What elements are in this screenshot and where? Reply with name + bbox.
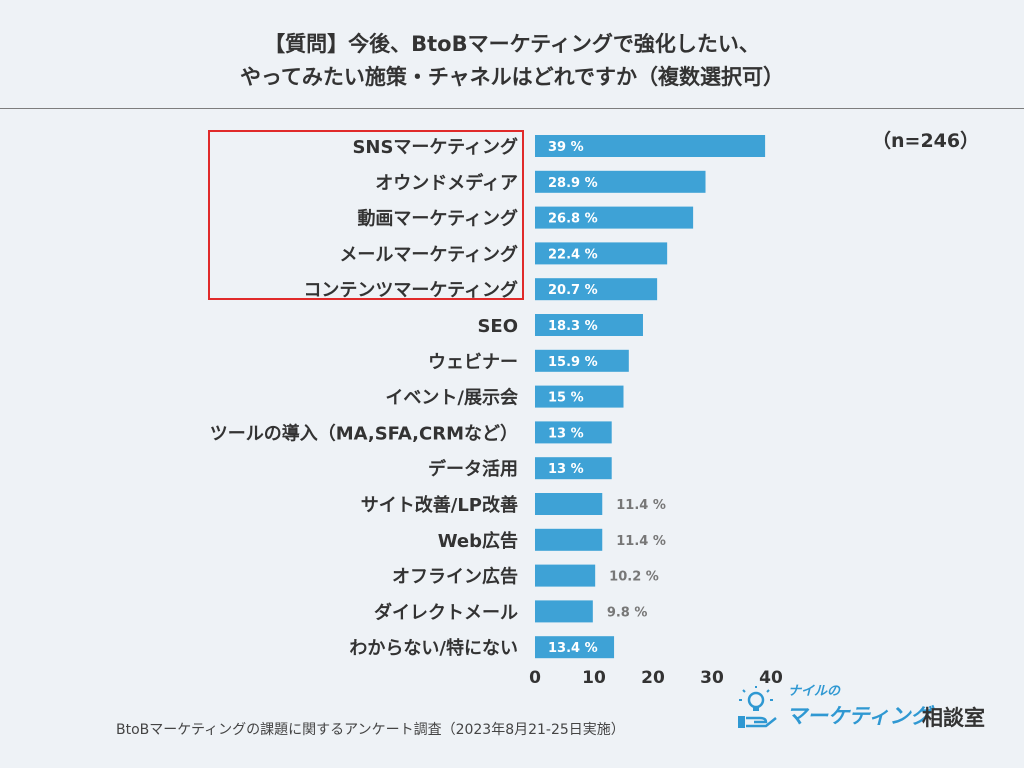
bar: [535, 385, 624, 408]
data-label: 11.4 %: [616, 534, 666, 549]
category-label: Web広告: [438, 530, 518, 552]
bar: [535, 636, 615, 659]
lightbulb-hand-icon: [738, 686, 777, 728]
title-line-2: やってみたい施策・チャネルはどれですか（複数選択可）: [239, 65, 785, 89]
category-label: SEO: [477, 316, 518, 337]
category-label: メールマーケティング: [339, 243, 518, 265]
data-label: 26.8 %: [548, 212, 598, 227]
bar: [535, 278, 658, 301]
category-label: 動画マーケティング: [357, 208, 518, 230]
data-label: 11.4 %: [616, 498, 666, 513]
title-line-1: 【質問】今後、BtoBマーケティングで強化したい、: [264, 32, 760, 56]
category-label: コンテンツマーケティング: [303, 279, 518, 301]
survey-source-note: BtoBマーケティングの課題に関するアンケート調査（2023年8月21-25日実…: [116, 722, 625, 738]
data-label: 13 %: [548, 426, 584, 441]
brand-logo: ナイルの マーケティング 相談室: [736, 680, 1006, 740]
sample-size-label: （n=246）: [872, 130, 980, 152]
category-label: イベント/展示会: [385, 387, 518, 409]
bar: [535, 457, 612, 480]
bar: [535, 528, 603, 551]
bar: [535, 170, 706, 193]
category-label: オウンドメディア: [375, 172, 518, 194]
chart-title: 【質問】今後、BtoBマーケティングで強化したい、 やってみたい施策・チャネルは…: [0, 28, 1024, 94]
data-label: 9.8 %: [607, 605, 648, 620]
data-label: 22.4 %: [548, 247, 598, 262]
category-label: わからない/特にない: [349, 637, 518, 659]
category-label: ダイレクトメール: [374, 601, 518, 623]
category-label: サイト改善/LP改善: [361, 494, 518, 516]
data-label: 28.9 %: [548, 176, 598, 191]
logo-main-text: マーケティング: [786, 704, 932, 728]
highlight-box: [208, 130, 524, 300]
data-label: 10.2 %: [609, 570, 659, 585]
data-label: 18.3 %: [548, 319, 598, 334]
bar: [535, 206, 694, 229]
bar: [535, 493, 603, 515]
x-tick-label: 30: [700, 668, 724, 688]
bar: [535, 349, 629, 372]
data-label: 20.7 %: [548, 283, 598, 298]
category-label: SNSマーケティング: [352, 136, 518, 158]
logo-small-text: ナイルの: [788, 684, 841, 699]
bar: [535, 242, 668, 265]
bar: [535, 135, 766, 157]
bar: [535, 314, 643, 336]
logo-sub-text: 相談室: [922, 706, 985, 730]
category-label: ウェビナー: [428, 352, 518, 373]
x-tick-label: 20: [641, 668, 665, 688]
title-divider: [0, 108, 1024, 109]
data-label: 15 %: [548, 391, 584, 406]
x-tick-label: 10: [582, 668, 606, 688]
category-label: ツールの導入（MA,SFA,CRMなど）: [210, 422, 518, 444]
category-label: オフライン広告: [392, 566, 518, 588]
bar: [535, 600, 593, 623]
data-label: 13.4 %: [548, 641, 598, 656]
data-label: 13 %: [548, 462, 584, 477]
bar: [535, 421, 612, 444]
x-tick-label: 40: [759, 668, 783, 688]
x-tick-label: 0: [529, 668, 541, 688]
bar-chart: SNSマーケティング 39 % オウンドメディア 28.9 % 動画マーケティング 26.…: [210, 135, 783, 688]
data-label: 15.9 %: [548, 355, 598, 370]
bar: [535, 564, 596, 587]
data-label: 39 %: [548, 140, 584, 155]
category-label: データ活用: [428, 458, 518, 480]
